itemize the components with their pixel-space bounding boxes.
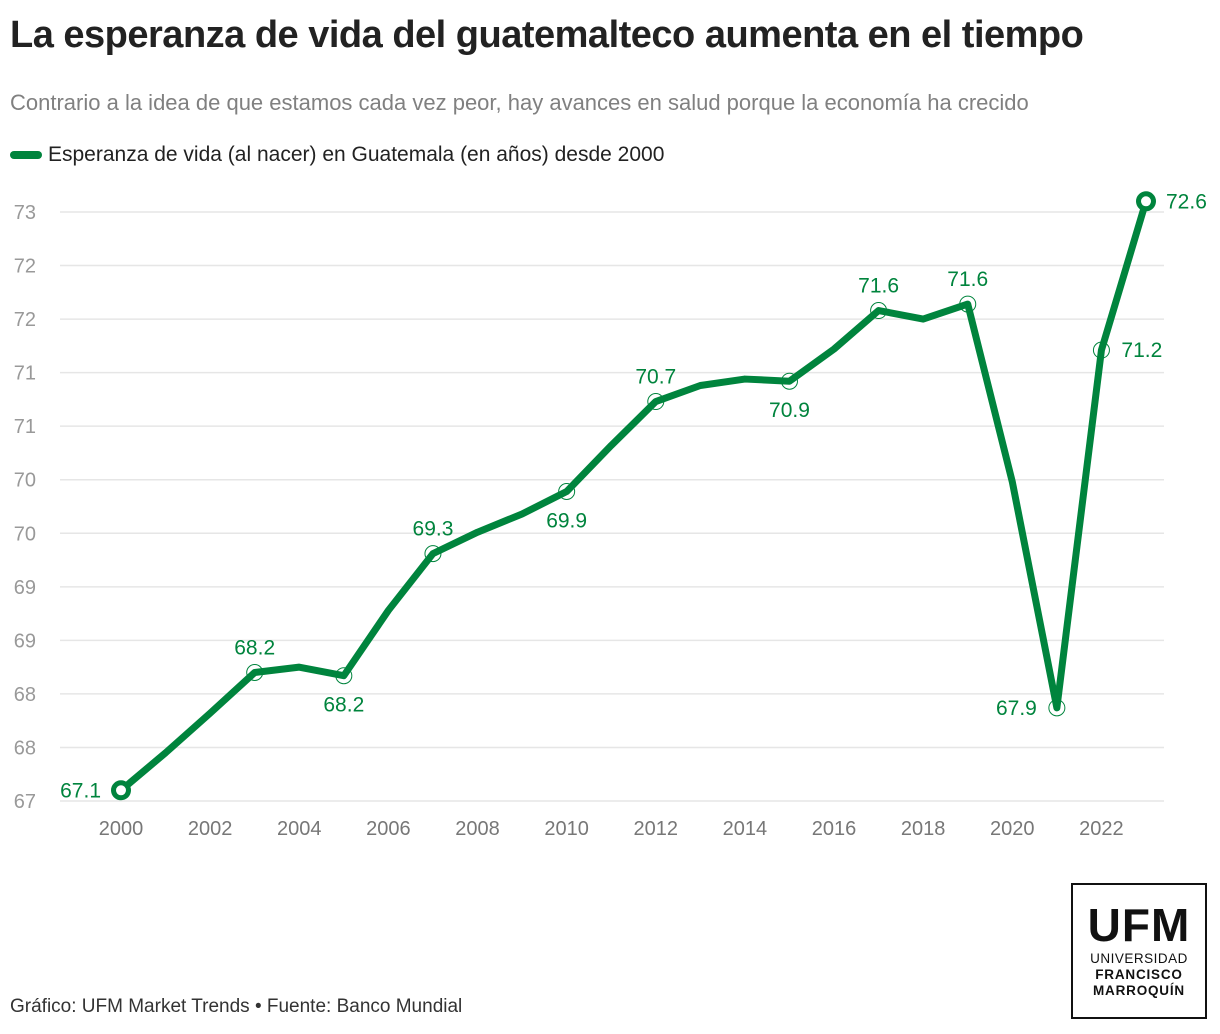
y-tick-label: 70 xyxy=(14,470,36,492)
point-marker xyxy=(1048,699,1066,717)
x-tick-label: 2018 xyxy=(901,818,946,840)
logo-line-universidad: UNIVERSIDAD xyxy=(1090,951,1188,966)
y-tick-label: 67 xyxy=(14,791,36,813)
data-label: 71.6 xyxy=(947,268,988,291)
legend-label: Esperanza de vida (al nacer) en Guatemal… xyxy=(48,143,665,166)
x-tick-label: 2020 xyxy=(990,818,1035,840)
y-tick-label: 72 xyxy=(14,256,36,278)
footer-credit: Gráfico: UFM Market Trends • Fuente: Ban… xyxy=(10,996,463,1017)
y-tick-label: 69 xyxy=(14,577,36,599)
point-marker xyxy=(870,302,888,320)
point-marker xyxy=(335,667,353,685)
point-markers xyxy=(111,191,1156,801)
point-marker xyxy=(246,663,264,681)
data-label: 71.6 xyxy=(858,275,899,298)
point-marker xyxy=(424,545,442,563)
data-label: 70.7 xyxy=(635,366,676,389)
x-tick-label: 2022 xyxy=(1079,818,1124,840)
y-tick-label: 73 xyxy=(14,202,36,224)
series-line-path xyxy=(117,197,1150,794)
y-tick-label: 69 xyxy=(14,630,36,652)
data-label: 68.2 xyxy=(323,694,364,717)
x-axis: 2000 2002 2004 2006 2008 2010 2012 2014 2016 2018… xyxy=(99,818,1124,840)
x-tick-label: 2010 xyxy=(544,818,589,840)
data-label: 68.2 xyxy=(234,636,275,659)
x-tick-label: 2004 xyxy=(277,818,322,840)
endpoint-marker xyxy=(111,780,131,801)
x-tick-label: 2012 xyxy=(634,818,679,840)
chart-title: La esperanza de vida del guatemalteco au… xyxy=(10,14,1084,56)
data-label: 71.2 xyxy=(1121,339,1162,362)
data-label: 72.6 xyxy=(1166,190,1207,213)
point-marker xyxy=(780,372,798,390)
point-marker xyxy=(558,483,576,501)
chart-legend: Esperanza de vida (al nacer) en Guatemal… xyxy=(10,143,664,167)
data-label: 69.3 xyxy=(413,518,454,541)
x-tick-label: 2000 xyxy=(99,818,144,840)
point-marker xyxy=(647,393,665,411)
data-label: 67.1 xyxy=(60,779,101,802)
y-tick-label: 68 xyxy=(14,684,36,706)
y-tick-label: 71 xyxy=(14,416,36,438)
endpoint-marker xyxy=(1136,191,1156,212)
x-tick-label: 2008 xyxy=(455,818,500,840)
x-tick-label: 2014 xyxy=(723,818,768,840)
x-tick-label: 2016 xyxy=(812,818,857,840)
series-line xyxy=(117,197,1150,794)
data-labels: 67.1 68.2 68.2 69.3 69.9 70.7 70.9 71.6 71.6 67.9… xyxy=(60,190,1207,802)
y-tick-label: 68 xyxy=(14,737,36,759)
x-tick-label: 2006 xyxy=(366,818,411,840)
data-label: 69.9 xyxy=(546,510,587,533)
logo-main: UFM xyxy=(1087,899,1191,951)
gridlines xyxy=(60,211,1164,802)
logo-line-marroquin: MARROQUÍN xyxy=(1093,983,1185,998)
y-tick-label: 70 xyxy=(14,523,36,545)
point-marker xyxy=(959,295,977,313)
data-label: 67.9 xyxy=(996,697,1037,720)
y-tick-label: 72 xyxy=(14,309,36,331)
legend-swatch xyxy=(10,151,42,159)
y-axis: 67 68 68 69 69 70 70 71 71 72 72 73 xyxy=(14,202,36,813)
ufm-logo: UFM UNIVERSIDAD FRANCISCO MARROQUÍN xyxy=(1071,883,1207,1019)
logo-line-francisco: FRANCISCO xyxy=(1095,967,1183,982)
point-marker xyxy=(1092,341,1110,359)
data-label: 70.9 xyxy=(769,399,810,422)
x-tick-label: 2002 xyxy=(188,818,233,840)
chart-subtitle: Contrario a la idea de que estamos cada … xyxy=(10,90,1029,115)
y-tick-label: 71 xyxy=(14,363,36,385)
